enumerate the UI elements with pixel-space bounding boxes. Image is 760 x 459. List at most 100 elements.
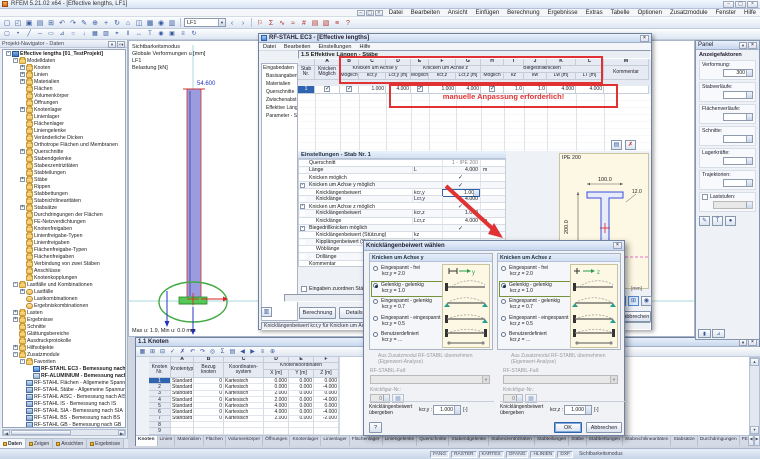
status-toggle[interactable]: OFANG (505, 450, 529, 458)
tree-item[interactable]: FE-Netzverdichtungen (3, 218, 125, 225)
panel-close-icon[interactable] (748, 41, 757, 49)
delete-row-icon[interactable]: ⊟ (159, 349, 166, 355)
column-letter[interactable]: A (171, 357, 194, 363)
ec3-nav-item[interactable]: Materialien (266, 81, 291, 87)
fullview-icon[interactable]: ⊞ (628, 296, 639, 306)
column-letter[interactable]: B (340, 59, 359, 66)
table-tab[interactable]: Stabexzentrizitäten (489, 436, 535, 446)
tree-item[interactable]: Liniengelenke (3, 127, 125, 134)
buckling-option[interactable]: Benutzerdefiniert kcr,y = ... (371, 330, 443, 347)
undo-icon[interactable]: ↶ (189, 349, 196, 355)
table-tab[interactable]: Flächenlager (349, 436, 383, 446)
settings-value[interactable]: 1.000 (442, 210, 480, 217)
ec3-nav-item[interactable]: Basisangaben (266, 73, 297, 79)
tree-item[interactable]: Orthotrope Flächen und Membranen (3, 141, 125, 148)
report-icon[interactable]: ▤ (311, 19, 319, 27)
table-row[interactable]: 5 Standard 0 Kartesisch 4.000 0.000 0.00… (149, 403, 339, 410)
popup-cancel-button[interactable]: Abbrechen (586, 422, 622, 433)
radio-icon[interactable] (501, 266, 506, 271)
tree-item[interactable]: RF-STAHL IS - Bemessung nach IS (3, 400, 125, 407)
ec3-menu-item[interactable]: Hilfe (359, 43, 371, 50)
table-vscrollbar[interactable]: ▲ ▼ (749, 357, 760, 435)
table-tab[interactable]: Stabendgelenke (449, 436, 490, 446)
dimension-icon[interactable]: ↔ (136, 31, 142, 37)
tree-item[interactable]: Glättungsbereiche (3, 330, 125, 337)
ec3-menu-item[interactable]: Datei (263, 43, 276, 50)
menu-item[interactable]: Einfügen (475, 9, 500, 16)
column-letter[interactable]: F (314, 357, 339, 363)
maximize-button[interactable] (735, 0, 746, 8)
menu-item[interactable]: Hilfe (743, 9, 756, 16)
color-scale-tab-icon[interactable]: ▮ (698, 329, 711, 338)
edit-color-scale-icon[interactable]: ✎ (699, 216, 710, 226)
filter-icon[interactable]: ≡ (260, 349, 265, 355)
column-letter[interactable]: H (481, 59, 504, 66)
status-toggle[interactable]: RASTER (451, 450, 477, 458)
tree-item[interactable]: + Hilfsobjekte (3, 344, 125, 351)
tree-expander[interactable]: - (13, 57, 18, 63)
settings-expander[interactable] (300, 232, 305, 238)
panel-field-spinner[interactable]: 300 (723, 69, 753, 77)
tab-scroll-left-icon[interactable]: ◀ (748, 435, 754, 446)
radio-icon[interactable] (501, 282, 506, 288)
tree-item[interactable]: Rippen (3, 183, 125, 190)
tree-item[interactable]: Stabexzentrizitäten (3, 162, 125, 169)
tree-item[interactable]: Lastkombinationen (3, 295, 125, 302)
redo-icon[interactable]: ↷ (199, 349, 206, 355)
table-row[interactable]: 1 Standard 0 Kartesisch 0.000 0.000 0.00… (149, 378, 339, 385)
buckling-option[interactable]: Eingespannt - eingespannt kcr,y = 0.5 (371, 314, 443, 331)
calculation-button[interactable]: Berechnung (299, 307, 336, 319)
settings-expander[interactable] (300, 160, 305, 166)
tree-item[interactable]: + Stäbe (3, 176, 125, 183)
grid-icon[interactable]: ▨ (103, 31, 109, 37)
tree-item[interactable]: RF-STAHL Stäbe - Allgemeine Spannungsana… (3, 386, 125, 393)
hinge-icon[interactable]: ○ (71, 31, 75, 37)
tree-item[interactable]: RF-ALUMINIUM - Bemessung nach Eurocode (3, 372, 125, 379)
table-row[interactable]: 9 (149, 428, 339, 435)
help-icon[interactable]: ? (346, 19, 350, 27)
checkbox-checked[interactable] (346, 86, 352, 93)
tree-item[interactable]: - Modelldaten (3, 57, 125, 64)
settings-expander[interactable] (300, 190, 305, 196)
settings-row[interactable]: Knicklänge Lcr,y 4.000 (299, 195, 505, 204)
tree-item[interactable]: Durchdringungen der Flächen (3, 211, 125, 218)
column-letter[interactable]: C (224, 357, 264, 363)
column-letter[interactable]: G (456, 59, 481, 66)
column-letter[interactable]: D (264, 357, 289, 363)
table-tab[interactable]: Linienlager (321, 436, 350, 446)
apply-icon[interactable]: ✓ (169, 349, 176, 355)
radio-icon[interactable] (373, 266, 378, 271)
navigator-close-icon[interactable]: × (117, 41, 125, 48)
section-edit-icon[interactable]: ▤ (611, 140, 622, 150)
tree-item[interactable]: + Knotenlager (3, 106, 125, 113)
tree-item[interactable]: Linienlager (3, 113, 125, 120)
ok-button[interactable]: OK (554, 422, 582, 433)
radio-icon[interactable] (373, 332, 378, 337)
view-icon[interactable]: ◫ (135, 19, 143, 27)
column-letter[interactable]: E (289, 357, 314, 363)
render-icon[interactable]: ▦ (146, 19, 154, 27)
table-tab[interactable]: Stabsätze (671, 436, 698, 446)
tree-item[interactable]: + Querschnitte (3, 148, 125, 155)
laststufen-combo[interactable] (713, 201, 753, 209)
undo-icon[interactable]: ↶ (59, 19, 65, 27)
table-tab[interactable]: Stabnichtlinearitäten (623, 436, 672, 446)
radio-icon[interactable] (501, 332, 506, 337)
tree-item[interactable]: Linienfreigaben (3, 239, 125, 246)
settings-expander[interactable]: - (300, 224, 305, 231)
sum-icon[interactable]: Σ (220, 349, 225, 355)
doc-close-button[interactable] (374, 9, 383, 16)
table-tab[interactable]: Stäbe (569, 436, 587, 446)
tree-item[interactable]: - Lastfälle und Kombinationen (3, 281, 125, 288)
tree-item[interactable]: + Ergebnisse (3, 316, 125, 323)
prev-icon[interactable]: ◀ (240, 349, 245, 355)
tree-expander[interactable]: - (6, 50, 11, 56)
tree-expander[interactable]: + (20, 71, 25, 77)
settings-value[interactable] (442, 181, 480, 189)
table-view-icon[interactable]: ▦ (139, 349, 146, 355)
doc-restore-button[interactable] (365, 9, 374, 16)
status-toggle[interactable]: KARTES (478, 450, 504, 458)
doc-minimize-button[interactable] (356, 9, 365, 16)
mesh-icon[interactable]: ▦ (92, 31, 98, 37)
table-tab[interactable]: Öffnungen (263, 436, 291, 446)
